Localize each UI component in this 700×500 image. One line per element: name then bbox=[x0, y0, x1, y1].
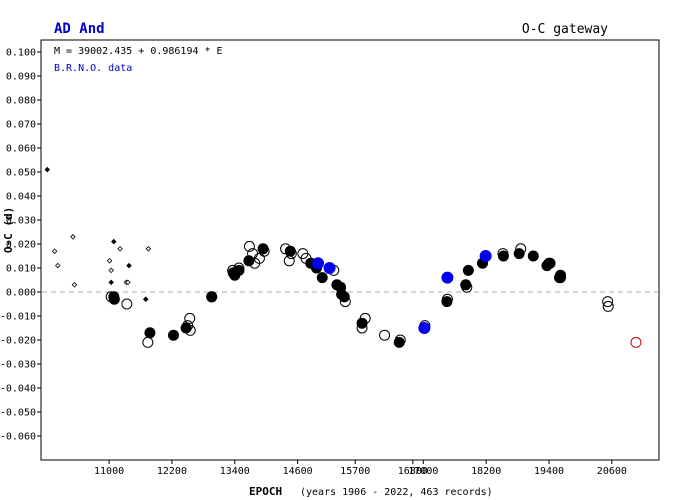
secondary-minimum-point bbox=[602, 300, 614, 312]
x-tick-label: 12200 bbox=[157, 466, 187, 477]
secondary-minimum-point bbox=[359, 312, 371, 324]
secondary-minimum-point bbox=[394, 334, 406, 346]
y-tick-label: -0.050 bbox=[0, 408, 36, 419]
secondary-minimum-point bbox=[515, 243, 527, 255]
brno-point bbox=[441, 271, 454, 284]
y-tick-label: -0.020 bbox=[0, 336, 36, 347]
visual-secondary-point bbox=[70, 234, 76, 240]
x-tick-label: 17000 bbox=[408, 466, 438, 477]
data-points bbox=[44, 166, 642, 348]
secondary-minimum-point bbox=[285, 248, 297, 260]
secondary-minimum-point bbox=[602, 296, 614, 308]
brno-point bbox=[479, 250, 492, 262]
y-tick-label: 0.060 bbox=[6, 144, 36, 155]
star-name-title: AD And bbox=[54, 21, 105, 37]
y-tick-label: 0.020 bbox=[6, 240, 36, 251]
visual-secondary-point bbox=[145, 246, 152, 252]
y-tick-label: 0.030 bbox=[6, 216, 36, 227]
secondary-minimum-point bbox=[555, 272, 567, 284]
x-axis-label: EPOCH bbox=[249, 485, 282, 498]
x-tick-label: 14600 bbox=[283, 466, 313, 477]
visual-secondary-point bbox=[117, 246, 123, 252]
brno-point bbox=[418, 322, 431, 334]
secondary-minimum-point bbox=[121, 298, 133, 310]
visual-secondary-point bbox=[106, 258, 113, 264]
secondary-minimum-point bbox=[184, 312, 196, 324]
y-axis: 0.100 0.090 0.080 0.070 0.060 0.050 0.040 0.030… bbox=[0, 48, 41, 443]
y-tick-label: 0.100 bbox=[6, 48, 36, 59]
primary-minimum-point bbox=[462, 264, 474, 276]
primary-minimum-point bbox=[555, 269, 567, 281]
visual-primary-point bbox=[142, 296, 149, 302]
y-tick-label: -0.060 bbox=[0, 432, 36, 443]
y-tick-label: -0.030 bbox=[0, 360, 36, 371]
x-tick-label: 15700 bbox=[340, 466, 370, 477]
visual-primary-point bbox=[111, 238, 117, 245]
x-tick-label: 20600 bbox=[597, 466, 627, 477]
primary-minimum-point bbox=[527, 250, 539, 262]
x-tick-label: 18200 bbox=[471, 466, 501, 477]
brno-point bbox=[312, 257, 325, 270]
plot-frame bbox=[40, 39, 660, 461]
secondary-minimum-point bbox=[233, 262, 245, 274]
y-axis-label: O-C (d) bbox=[2, 207, 15, 253]
secondary-minimum-point bbox=[543, 257, 555, 269]
secondary-minimum-point bbox=[356, 322, 368, 334]
secondary-minimum-point bbox=[441, 293, 453, 305]
ephemeris-label: M = 39002.435 + 0.986194 * E bbox=[54, 46, 223, 57]
secondary-minimum-point bbox=[227, 264, 239, 276]
y-tick-label: 0.090 bbox=[6, 72, 36, 83]
visual-secondary-point bbox=[125, 279, 131, 286]
x-tick-label: 13400 bbox=[220, 466, 250, 477]
primary-minimum-point bbox=[316, 272, 328, 284]
secondary-minimum-point bbox=[339, 296, 351, 308]
x-tick-label: 11000 bbox=[94, 466, 124, 477]
visual-primary-point bbox=[44, 166, 51, 173]
y-tick-label: -0.040 bbox=[0, 384, 36, 395]
y-tick-label: -0.010 bbox=[0, 312, 36, 323]
visual-secondary-point bbox=[54, 262, 61, 269]
y-tick-label: 0.050 bbox=[6, 168, 36, 179]
visual-secondary-point bbox=[71, 282, 78, 288]
secondary-minimum-point bbox=[497, 248, 509, 260]
visual-secondary-point bbox=[108, 267, 114, 274]
primary-minimum-point bbox=[233, 264, 245, 276]
primary-minimum-point bbox=[168, 329, 180, 341]
x-tick-label: 19400 bbox=[534, 466, 564, 477]
visual-primary-point bbox=[126, 262, 132, 269]
gateway-label: O-C gateway bbox=[522, 22, 608, 37]
visual-secondary-point bbox=[51, 248, 58, 254]
y-tick-label: 0.070 bbox=[6, 120, 36, 131]
y-tick-label: 0.080 bbox=[6, 96, 36, 107]
primary-minimum-point bbox=[108, 293, 120, 305]
secondary-minimum-point bbox=[206, 291, 218, 303]
primary-minimum-point bbox=[144, 327, 156, 339]
secondary-minimum-point bbox=[184, 324, 196, 336]
x-tick-label: 16800 bbox=[398, 466, 428, 477]
y-tick-label: 0.040 bbox=[6, 192, 36, 203]
secondary-minimum-point bbox=[142, 336, 154, 348]
y-tick-label: 0.010 bbox=[6, 264, 36, 275]
secondary-minimum-point bbox=[300, 252, 312, 264]
data-source-note: B.R.N.O. data bbox=[54, 63, 132, 74]
secondary-minimum-point bbox=[258, 245, 270, 257]
secondary-minimum-point bbox=[105, 291, 117, 303]
y-tick-label: 0.000 bbox=[6, 288, 36, 299]
x-axis-note: (years 1906 - 2022, 463 records) bbox=[300, 487, 493, 498]
visual-primary-point bbox=[108, 279, 114, 286]
secondary-minimum-point bbox=[283, 255, 295, 267]
brno-point bbox=[323, 262, 336, 274]
secondary-minimum-point bbox=[379, 329, 391, 341]
prediction-point bbox=[630, 336, 642, 348]
secondary-minimum-point bbox=[461, 281, 473, 293]
secondary-minimum-point bbox=[243, 240, 255, 252]
